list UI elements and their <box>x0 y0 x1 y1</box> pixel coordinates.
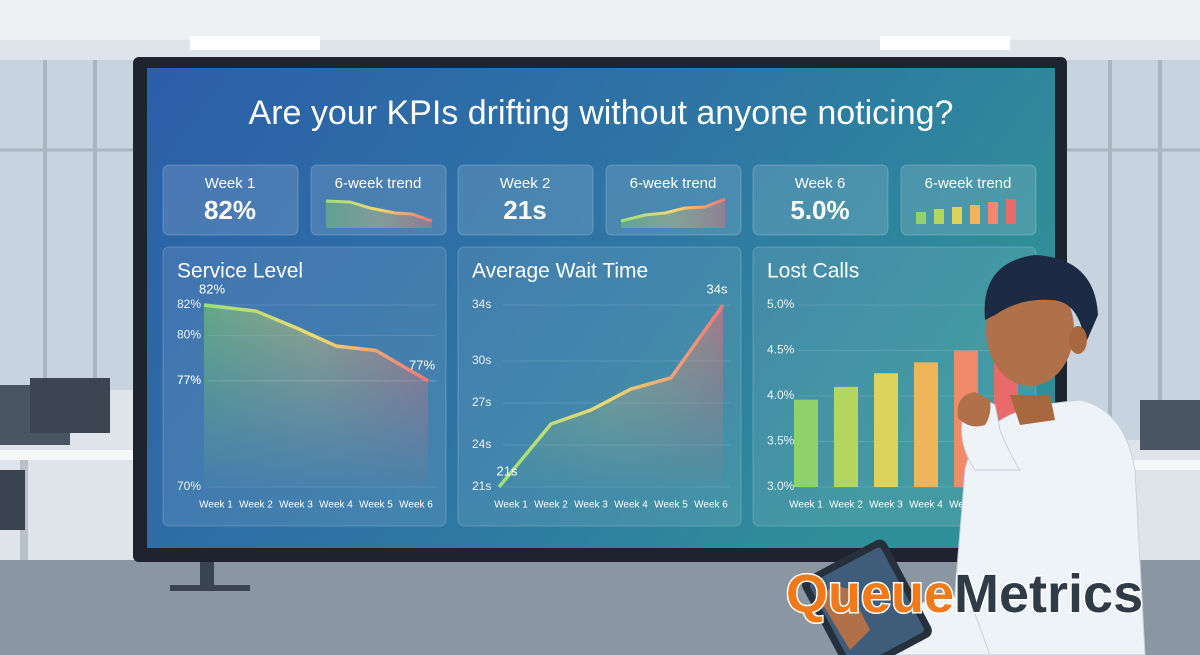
x-tick-label: Week 2 <box>829 500 863 511</box>
person <box>801 255 1146 655</box>
sparkline <box>620 197 726 223</box>
y-tick-label: 70% <box>177 479 201 493</box>
kpi-card <box>457 164 594 236</box>
y-tick-label: 27s <box>472 395 491 409</box>
ear <box>1069 326 1087 354</box>
sparkline <box>325 199 433 223</box>
x-tick-label: Week 2 <box>239 500 273 511</box>
monitor-stand <box>200 560 214 590</box>
x-tick-label: Week 4 <box>614 500 648 511</box>
ceiling <box>0 0 1200 40</box>
y-tick-label: 3.5% <box>767 434 795 448</box>
kpi-card <box>162 164 299 236</box>
y-tick-label: 5.0% <box>767 297 795 311</box>
x-tick-label: Week 6 <box>694 500 728 511</box>
kpi-value: 5.0% <box>790 195 849 225</box>
y-tick-label: 4.0% <box>767 388 795 402</box>
neck <box>1010 395 1055 425</box>
x-tick-label: Week 4 <box>319 500 353 511</box>
desk-right <box>1120 400 1200 470</box>
x-tick-label: Week 3 <box>869 500 903 511</box>
desk <box>0 378 133 560</box>
value-label: 34s <box>707 281 728 296</box>
bar <box>794 399 818 487</box>
x-tick-label: Week 1 <box>494 500 528 511</box>
chart-title: Lost Calls <box>767 260 859 283</box>
sparkline-area <box>326 201 432 228</box>
kpi-card <box>752 164 889 236</box>
y-tick-label: 21s <box>472 479 491 493</box>
x-tick-label: Week 5 <box>359 500 393 511</box>
kpi-label: 6-week trend <box>335 175 422 192</box>
value-label: 77% <box>409 357 435 372</box>
headline: Are your KPIs drifting without anyone no… <box>249 94 954 132</box>
x-tick-label: Week 2 <box>534 500 568 511</box>
monitor-stand <box>170 585 250 591</box>
sparkbars <box>916 199 1016 224</box>
kpi-value: 82% <box>204 195 256 225</box>
bar <box>874 373 898 487</box>
kpi-cards: Week 1 82% 6-week trend Week 2 21s 6-wee… <box>162 164 1037 236</box>
x-tick-label: Week 1 <box>199 500 233 511</box>
logo: QueueMetrics <box>786 564 1143 624</box>
hand <box>957 392 991 427</box>
y-tick-label: 77% <box>177 373 201 387</box>
logo-queue: Queue <box>786 564 954 624</box>
y-tick-label: 30s <box>472 353 491 367</box>
area <box>499 305 723 487</box>
x-tick-label: Week 6 <box>399 500 433 511</box>
sparkline-area <box>621 199 725 228</box>
window-left <box>0 60 133 390</box>
window-right <box>1067 60 1200 440</box>
ceiling-light <box>190 36 320 50</box>
bar <box>914 362 938 487</box>
bar <box>834 386 858 487</box>
ceiling-light <box>880 36 1010 50</box>
logo-metrics: Metrics <box>954 564 1143 624</box>
hand <box>820 586 870 650</box>
x-tick-label: Week 4 <box>909 500 943 511</box>
kpi-label: 6-week trend <box>925 175 1012 192</box>
tablet <box>801 539 932 655</box>
y-tick-label: 77% <box>177 373 201 387</box>
x-tick-label: Week 3 <box>574 500 608 511</box>
value-label: 82% <box>199 281 225 296</box>
chart-title: Average Wait Time <box>472 260 648 283</box>
x-tick-label: Week 3 <box>279 500 313 511</box>
chart-title: Service Level <box>177 260 303 283</box>
kpi-label: Week 6 <box>795 175 846 192</box>
y-tick-label: 82% <box>177 297 201 311</box>
kpi-label: 6-week trend <box>630 175 717 192</box>
hair <box>984 255 1098 345</box>
x-tick-label: Week 5 <box>654 500 688 511</box>
line <box>203 303 429 383</box>
y-tick-label: 24s <box>472 437 491 451</box>
kpi-label: Week 1 <box>205 175 256 192</box>
y-tick-label: 3.0% <box>767 479 795 493</box>
y-tick-label: 4.5% <box>767 343 795 357</box>
kpi-label: Week 2 <box>500 175 551 192</box>
x-tick-label: Week 1 <box>789 500 823 511</box>
value-label: 21s <box>497 463 518 478</box>
y-tick-label: 80% <box>177 328 201 342</box>
line <box>497 303 725 489</box>
y-tick-label: 34s <box>472 297 491 311</box>
kpi-value: 21s <box>503 195 546 225</box>
